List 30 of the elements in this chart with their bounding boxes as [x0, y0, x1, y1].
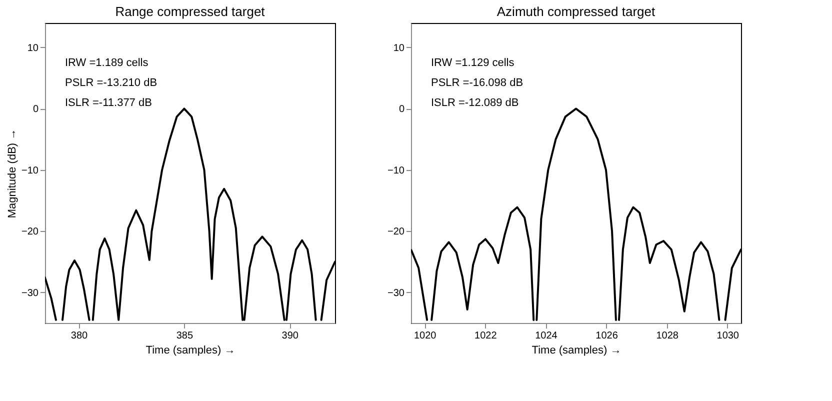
x-tick-label: 380 — [70, 330, 88, 342]
y-tick-label: 0 — [398, 104, 405, 116]
y-tick-label: 10 — [393, 42, 405, 54]
x-tick-label: 1022 — [474, 330, 498, 342]
y-tick-label: −10 — [388, 165, 405, 176]
x-tick-label: 1026 — [596, 330, 618, 342]
annotation: PSLR =-16.098 dB — [431, 77, 524, 89]
x-tick-label: 1030 — [716, 330, 740, 342]
y-axis-title: Magnitude (dB) → — [6, 128, 19, 218]
x-tick-label: 390 — [282, 330, 299, 342]
chart-title: Range compressed target — [115, 4, 266, 19]
x-tick-label: 1028 — [656, 330, 679, 342]
x-axis-title: Time (samples) → — [532, 344, 622, 356]
y-tick-label: −10 — [22, 165, 39, 176]
y-tick-label: 0 — [32, 104, 39, 116]
y-tick-label: −20 — [388, 226, 405, 238]
chart-title: Azimuth compressed target — [496, 4, 656, 19]
y-tick-label: −20 — [22, 226, 39, 238]
annotation: ISLR =-12.089 dB — [431, 97, 519, 109]
annotation: IRW =1.189 cells — [65, 57, 149, 69]
x-tick-label: 1020 — [414, 330, 437, 342]
x-axis-title: Time (samples) → — [146, 344, 236, 356]
y-tick-label: −30 — [22, 288, 39, 299]
x-tick-label: 1024 — [535, 330, 558, 342]
y-tick-label: 10 — [27, 42, 39, 54]
annotation: PSLR =-13.210 dB — [65, 77, 158, 89]
annotation: IRW =1.129 cells — [431, 57, 515, 69]
y-tick-label: −30 — [388, 288, 405, 299]
annotation: ISLR =-11.377 dB — [65, 97, 152, 109]
x-tick-label: 385 — [176, 330, 194, 342]
